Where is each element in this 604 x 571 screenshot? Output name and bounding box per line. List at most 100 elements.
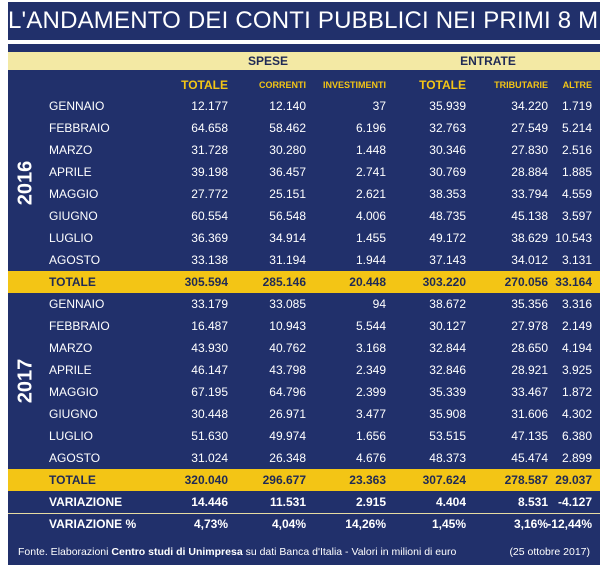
column-header-3: TOTALE bbox=[419, 78, 466, 92]
table-cell: 26.348 bbox=[269, 451, 306, 465]
total-row: TOTALE 305.594 285.146 20.448 303.220 270.056… bbox=[8, 271, 600, 293]
variation-row: VARIAZIONE 14.446 11.531 2.915 4.404 8.531 -4.… bbox=[8, 491, 600, 513]
table-cell: 3.316 bbox=[561, 297, 592, 311]
source-org: Centro studi di Unimpresa bbox=[111, 546, 243, 558]
table-cell: 28.650 bbox=[511, 341, 548, 355]
table-cell: 3.925 bbox=[561, 363, 592, 377]
source-prefix: Fonte. Elaborazioni bbox=[18, 546, 112, 558]
table-cell: 1.885 bbox=[561, 165, 592, 179]
table-cell: 2.899 bbox=[561, 451, 592, 465]
row-label: FEBBRAIO bbox=[49, 319, 110, 333]
year-text: 2017 bbox=[14, 358, 37, 404]
table-row: MARZO 43.930 40.762 3.168 32.844 28.650 4.194 bbox=[8, 337, 600, 359]
table-cell: 94 bbox=[372, 297, 386, 311]
table-cell: 3.168 bbox=[355, 341, 386, 355]
table-cell: 45.138 bbox=[511, 209, 548, 223]
source-suffix: su dati Banca d'Italia - Valori in milio… bbox=[242, 546, 457, 558]
data-table: SPESE ENTRATE TOTALE CORRENTI INVESTIMENTI T… bbox=[8, 44, 600, 540]
table-cell: 296.677 bbox=[262, 473, 306, 487]
table-cell: 5.214 bbox=[561, 121, 592, 135]
table-cell: 303.220 bbox=[422, 275, 466, 289]
table-cell: 26.971 bbox=[269, 407, 306, 421]
table-cell: 2.399 bbox=[355, 385, 386, 399]
table-cell: 1.455 bbox=[355, 231, 386, 245]
table-cell: 6.196 bbox=[355, 121, 386, 135]
table-row: MARZO 31.728 30.280 1.448 30.346 27.830 2.516 bbox=[8, 139, 600, 161]
table-cell: 2.349 bbox=[355, 363, 386, 377]
variation-row: VARIAZIONE % 4,73% 4,04% 14,26% 1,45% 3,16% -1… bbox=[8, 513, 600, 535]
table-cell: 34.012 bbox=[511, 253, 548, 267]
table-cell: 28.884 bbox=[511, 165, 548, 179]
table-cell: 320.040 bbox=[184, 473, 228, 487]
table-row: AGOSTO 31.024 26.348 4.676 48.373 45.474 2.899 bbox=[8, 447, 600, 469]
table-cell: 12.140 bbox=[269, 99, 306, 113]
column-header-4: TRIBUTARIE bbox=[494, 80, 548, 90]
table-cell: 35.939 bbox=[429, 99, 466, 113]
table-cell: 27.978 bbox=[511, 319, 548, 333]
table-cell: 32.844 bbox=[429, 341, 466, 355]
table-cell: 38.629 bbox=[511, 231, 548, 245]
table-cell: 270.056 bbox=[504, 275, 548, 289]
table-row: APRILE 39.198 36.457 2.741 30.769 28.884 1.885 bbox=[8, 161, 600, 183]
table-row: GIUGNO 30.448 26.971 3.477 35.908 31.606 4.302 bbox=[8, 403, 600, 425]
table-cell: 16.487 bbox=[191, 319, 228, 333]
table-cell: 1.719 bbox=[561, 99, 592, 113]
table-cell: 30.769 bbox=[429, 165, 466, 179]
table-cell: 3.131 bbox=[561, 253, 592, 267]
table-cell: 305.594 bbox=[184, 275, 228, 289]
table-cell: 30.280 bbox=[269, 143, 306, 157]
year-label-2016: 2016 bbox=[12, 95, 40, 271]
table-cell: 67.195 bbox=[191, 385, 228, 399]
row-label: LUGLIO bbox=[49, 231, 94, 245]
table-cell: 32.846 bbox=[429, 363, 466, 377]
table-cell: 45.474 bbox=[511, 451, 548, 465]
table-cell: 14,26% bbox=[345, 517, 386, 531]
table-cell: 10.943 bbox=[269, 319, 306, 333]
row-label: TOTALE bbox=[49, 473, 96, 487]
table-cell: 1,45% bbox=[431, 517, 466, 531]
table-row: MAGGIO 67.195 64.796 2.399 35.339 33.467 1.872 bbox=[8, 381, 600, 403]
table-cell: 34.220 bbox=[511, 99, 548, 113]
table-cell: 37.143 bbox=[429, 253, 466, 267]
publication-date: (25 ottobre 2017) bbox=[509, 546, 590, 558]
table-cell: 4,73% bbox=[193, 517, 228, 531]
table-cell: 34.914 bbox=[269, 231, 306, 245]
table-cell: 28.921 bbox=[511, 363, 548, 377]
table-cell: 285.146 bbox=[262, 275, 306, 289]
table-cell: 307.624 bbox=[422, 473, 466, 487]
table-cell: 8.531 bbox=[517, 495, 548, 509]
row-label: GENNAIO bbox=[49, 297, 105, 311]
table-cell: 4.194 bbox=[561, 341, 592, 355]
row-label: GENNAIO bbox=[49, 99, 105, 113]
table-cell: 23.363 bbox=[349, 473, 386, 487]
total-row: TOTALE 320.040 296.677 23.363 307.624 278.587… bbox=[8, 469, 600, 491]
table-row: LUGLIO 36.369 34.914 1.455 49.172 38.629 10.54… bbox=[8, 227, 600, 249]
row-label: AGOSTO bbox=[49, 253, 101, 267]
row-label: AGOSTO bbox=[49, 451, 101, 465]
table-cell: 49.172 bbox=[429, 231, 466, 245]
table-cell: 30.448 bbox=[191, 407, 228, 421]
table-cell: 43.930 bbox=[191, 341, 228, 355]
row-label: VARIAZIONE % bbox=[49, 517, 137, 531]
table-cell: 1.448 bbox=[355, 143, 386, 157]
row-label: MARZO bbox=[49, 143, 93, 157]
table-cell: 33.794 bbox=[511, 187, 548, 201]
table-cell: 4.559 bbox=[561, 187, 592, 201]
table-cell: 4.404 bbox=[435, 495, 466, 509]
table-cell: 33.138 bbox=[191, 253, 228, 267]
table-cell: 1.944 bbox=[355, 253, 386, 267]
row-label: MAGGIO bbox=[49, 187, 99, 201]
table-cell: 35.908 bbox=[429, 407, 466, 421]
table-cell: 4,04% bbox=[271, 517, 306, 531]
row-label: VARIAZIONE bbox=[49, 495, 123, 509]
table-row: GIUGNO 60.554 56.548 4.006 48.735 45.138 3.597 bbox=[8, 205, 600, 227]
table-cell: 47.135 bbox=[511, 429, 548, 443]
table-cell: 35.339 bbox=[429, 385, 466, 399]
page-title: L'ANDAMENTO DEI CONTI PUBBLICI NEI PRIMI… bbox=[8, 2, 600, 40]
column-group-bar: SPESE ENTRATE bbox=[8, 52, 600, 70]
table-cell: 33.467 bbox=[511, 385, 548, 399]
table-cell: 1.656 bbox=[355, 429, 386, 443]
table-cell: 20.448 bbox=[349, 275, 386, 289]
table-cell: 27.549 bbox=[511, 121, 548, 135]
table-cell: 29.037 bbox=[555, 473, 592, 487]
